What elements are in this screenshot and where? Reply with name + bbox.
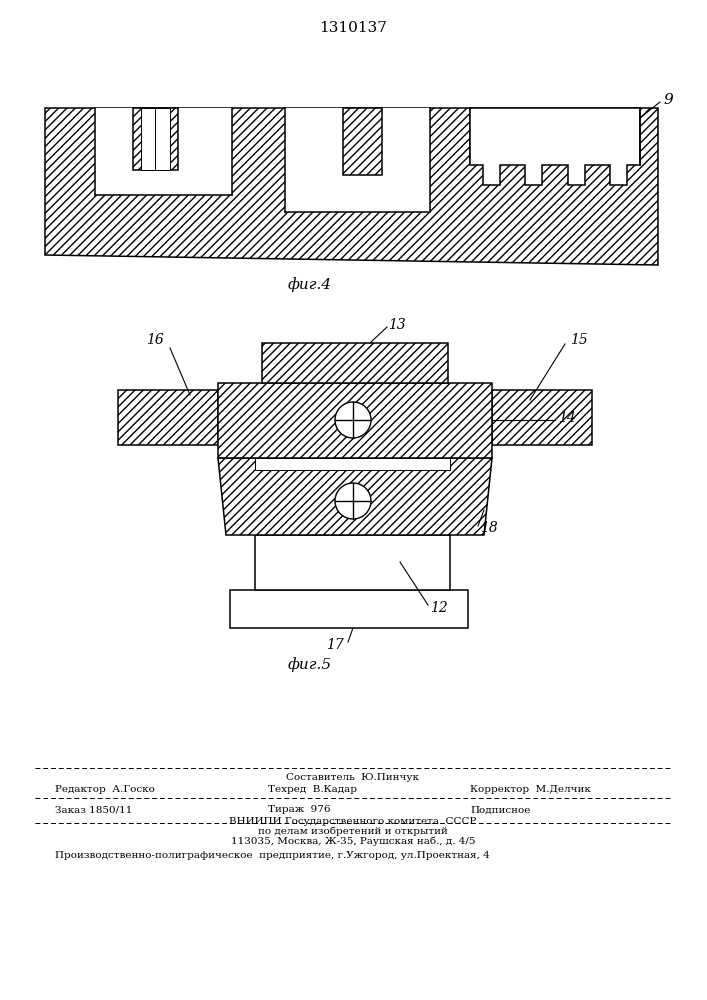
Text: ВНИИПИ Государственного комитета  СССР: ВНИИПИ Государственного комитета СССР [229,816,477,826]
Text: Подписное: Подписное [470,806,530,814]
Polygon shape [470,108,640,185]
Text: Тираж  976: Тираж 976 [268,806,330,814]
Text: Производственно-полиграфическое  предприятие, г.Ужгород, ул.Проектная, 4: Производственно-полиграфическое предприя… [55,852,490,860]
Polygon shape [470,108,640,165]
Circle shape [335,483,371,519]
Polygon shape [118,390,218,445]
Polygon shape [218,383,492,458]
Text: 14: 14 [558,411,575,425]
Polygon shape [218,458,492,535]
Polygon shape [285,108,430,212]
Text: 9: 9 [663,93,673,107]
Polygon shape [255,458,450,470]
Polygon shape [262,343,448,383]
Text: Техред  В.Кадар: Техред В.Кадар [268,784,357,794]
Text: 12: 12 [430,601,448,615]
Text: 18: 18 [480,521,498,535]
Polygon shape [95,108,232,195]
Polygon shape [343,108,382,175]
Polygon shape [492,390,592,445]
Text: по делам изобретений и открытий: по делам изобретений и открытий [258,826,448,836]
Text: 17: 17 [326,638,344,652]
Polygon shape [45,108,658,265]
Circle shape [335,402,371,438]
Polygon shape [133,108,178,170]
Text: фиг.5: фиг.5 [288,658,332,672]
Text: Редактор  А.Госко: Редактор А.Госко [55,784,155,794]
Text: 1310137: 1310137 [319,21,387,35]
Text: 16: 16 [146,333,164,347]
Text: 13: 13 [388,318,406,332]
Text: 113035, Москва, Ж-35, Раушская наб., д. 4/5: 113035, Москва, Ж-35, Раушская наб., д. … [230,836,475,846]
Text: Корректор  М.Делчик: Корректор М.Делчик [470,784,591,794]
Polygon shape [230,590,468,628]
Text: Составитель  Ю.Пинчук: Составитель Ю.Пинчук [286,772,419,782]
Text: фиг.4: фиг.4 [288,278,332,292]
Text: 15: 15 [570,333,588,347]
Text: Заказ 1850/11: Заказ 1850/11 [55,806,132,814]
Polygon shape [255,535,450,590]
Polygon shape [141,108,170,170]
